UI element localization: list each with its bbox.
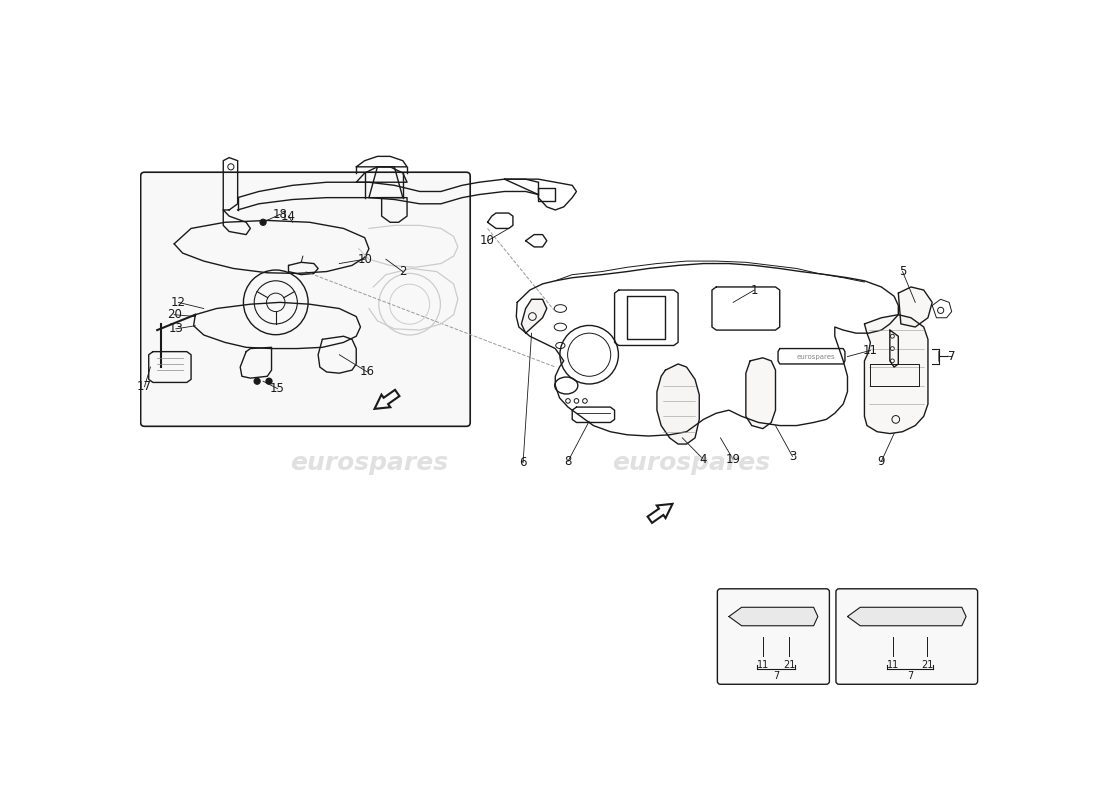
Polygon shape xyxy=(847,607,966,626)
FancyBboxPatch shape xyxy=(836,589,978,684)
Text: 13: 13 xyxy=(168,322,184,335)
FancyBboxPatch shape xyxy=(141,172,470,426)
Text: 15: 15 xyxy=(270,382,285,395)
Polygon shape xyxy=(865,314,928,434)
Text: 1: 1 xyxy=(750,283,758,297)
Text: 20: 20 xyxy=(167,308,182,321)
Text: 6: 6 xyxy=(519,456,527,469)
Text: 8: 8 xyxy=(564,454,572,468)
Polygon shape xyxy=(729,607,818,626)
Polygon shape xyxy=(657,364,700,444)
Circle shape xyxy=(254,378,261,384)
Text: 21: 21 xyxy=(783,660,795,670)
Circle shape xyxy=(266,378,272,384)
FancyBboxPatch shape xyxy=(717,589,829,684)
Text: 18: 18 xyxy=(273,208,287,221)
Text: 11: 11 xyxy=(757,660,769,670)
Text: eurospares: eurospares xyxy=(612,450,770,474)
Text: eurospares: eurospares xyxy=(290,450,448,474)
Text: 7: 7 xyxy=(948,350,956,363)
Text: 9: 9 xyxy=(878,454,886,468)
Text: 21: 21 xyxy=(921,660,933,670)
Text: 10: 10 xyxy=(358,253,372,266)
Text: eurospares: eurospares xyxy=(796,354,835,359)
Polygon shape xyxy=(521,299,547,333)
Text: 10: 10 xyxy=(480,234,495,247)
Text: 5: 5 xyxy=(899,265,906,278)
Text: 17: 17 xyxy=(138,380,152,394)
Text: 4: 4 xyxy=(700,453,707,466)
Text: 16: 16 xyxy=(360,366,375,378)
Text: 3: 3 xyxy=(789,450,796,463)
Polygon shape xyxy=(899,287,932,327)
Text: 11: 11 xyxy=(862,344,878,357)
Text: 2: 2 xyxy=(399,265,407,278)
Text: 7: 7 xyxy=(908,671,913,681)
Polygon shape xyxy=(746,358,776,429)
Circle shape xyxy=(260,219,266,226)
Text: 12: 12 xyxy=(170,296,186,309)
Text: 7: 7 xyxy=(773,671,779,681)
Text: 19: 19 xyxy=(726,453,740,466)
Text: 14: 14 xyxy=(280,210,296,222)
Text: 11: 11 xyxy=(887,660,900,670)
